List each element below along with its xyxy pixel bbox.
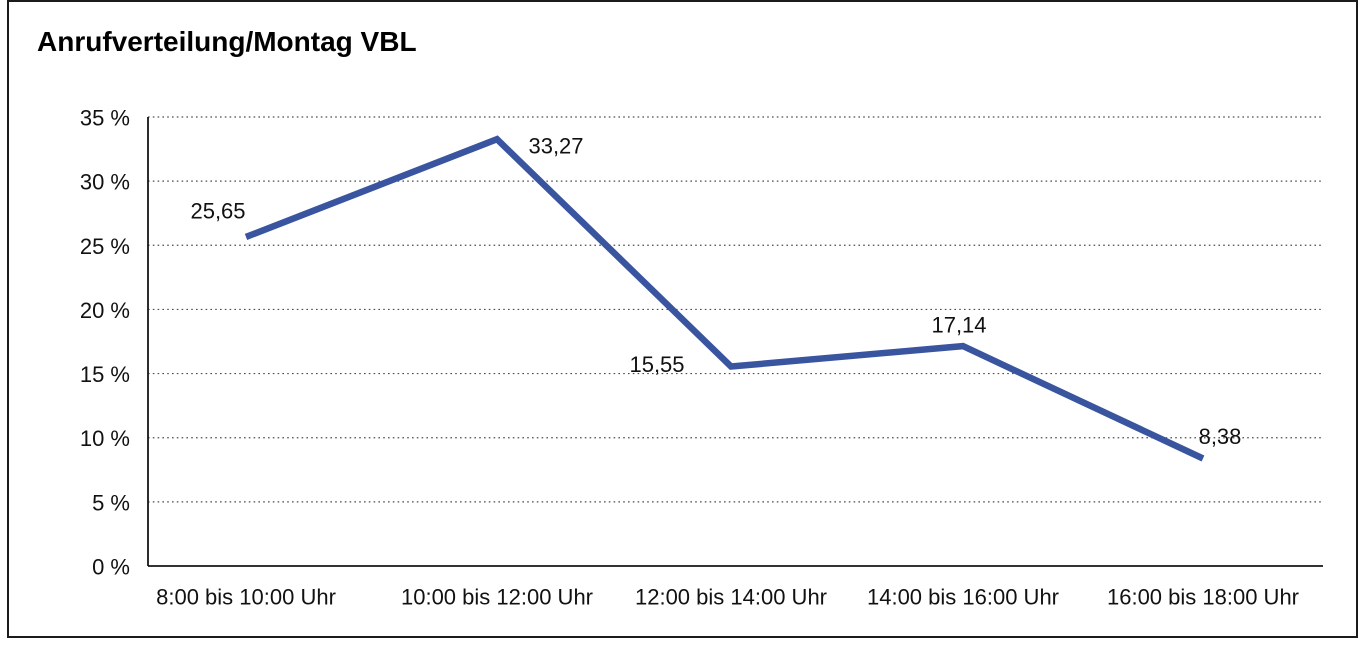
x-axis-category-label: 14:00 bis 16:00 Uhr (867, 585, 1059, 610)
y-axis-tick-label: 25 % (80, 234, 130, 259)
series-line (244, 135, 1205, 462)
x-axis-category-label: 10:00 bis 12:00 Uhr (401, 585, 593, 610)
y-axis-tick-label: 10 % (80, 426, 130, 451)
data-point-label: 17,14 (931, 313, 986, 338)
y-axis-tick-label: 15 % (80, 362, 130, 387)
x-axis-category-label: 16:00 bis 18:00 Uhr (1107, 585, 1299, 610)
y-axis-tick-label: 20 % (80, 298, 130, 323)
x-axis-category-label: 12:00 bis 14:00 Uhr (635, 585, 827, 610)
y-axis-tick-label: 5 % (92, 490, 130, 515)
y-axis-tick-label: 30 % (80, 170, 130, 195)
data-point-label: 33,27 (528, 134, 583, 159)
data-point-label: 25,65 (190, 198, 245, 223)
x-axis-category-label: 8:00 bis 10:00 Uhr (156, 585, 336, 610)
y-axis-tick-label: 0 % (92, 555, 130, 580)
data-point-label: 8,38 (1199, 424, 1242, 449)
chart-title: Anrufverteilung/Montag VBL (37, 26, 417, 57)
data-point-label: 15,55 (629, 352, 684, 377)
y-axis-tick-label: 35 % (80, 106, 130, 131)
